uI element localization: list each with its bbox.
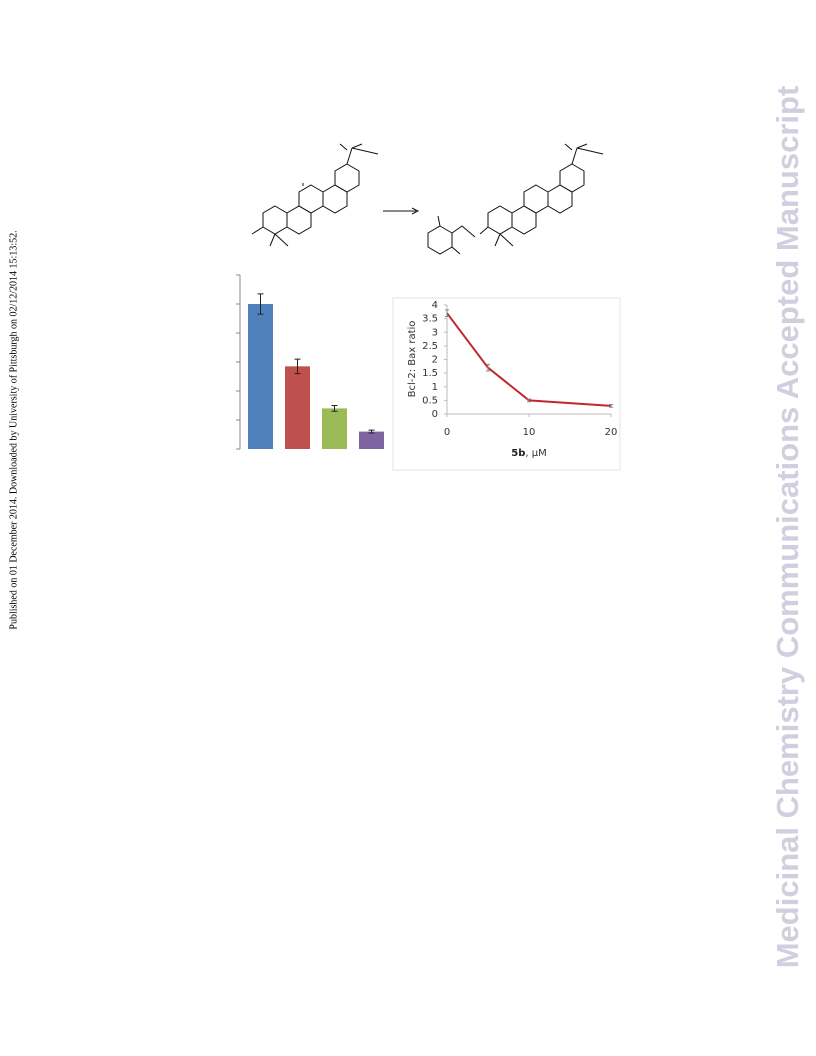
- error-bar: [445, 309, 449, 317]
- structure-product: [427, 143, 604, 255]
- error-bar: [257, 293, 264, 315]
- y-tick-label: 3.5: [422, 314, 438, 325]
- y-tick-label: 0: [432, 409, 438, 420]
- error-bar: [609, 403, 613, 408]
- error-bar: [486, 363, 490, 372]
- y-tick-label: 1: [432, 382, 438, 393]
- x-axis-title-part: , μM: [525, 448, 546, 459]
- x-tick-label: 20: [605, 427, 618, 438]
- y-tick-label: 2.5: [422, 341, 438, 352]
- x-axis-title-part: 5b: [511, 448, 525, 459]
- y-tick-label: 3: [432, 327, 438, 338]
- x-axis-title: 5b, μM: [511, 448, 546, 459]
- chart-frame: [392, 297, 621, 471]
- error-bar: [331, 405, 338, 412]
- x-tick-label: 0: [444, 427, 450, 438]
- error-bar: [368, 429, 375, 434]
- structure-start: [251, 143, 379, 247]
- y-axis-title: Bcl-2: Bax ratio: [407, 321, 418, 398]
- reaction-arrow: [383, 207, 420, 215]
- bar: [285, 366, 310, 449]
- error-bar: [294, 358, 301, 375]
- bar: [248, 304, 273, 449]
- y-tick-label: 0.5: [422, 395, 438, 406]
- y-tick-label: 2: [432, 355, 438, 366]
- bar: [322, 408, 347, 449]
- error-bar: [527, 398, 531, 403]
- x-tick-label: 10: [523, 427, 536, 438]
- y-tick-label: 1.5: [422, 368, 438, 379]
- data-line: [446, 312, 612, 407]
- y-tick-label: 4: [432, 300, 438, 311]
- bar: [359, 431, 384, 449]
